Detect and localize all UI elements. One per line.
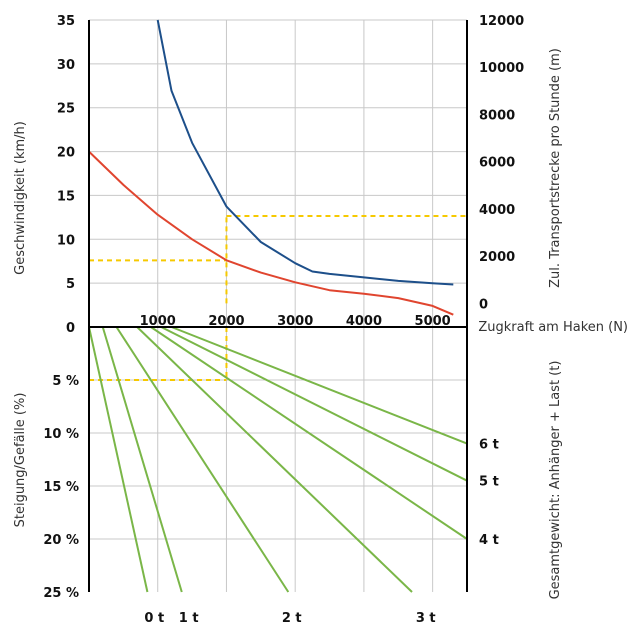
speed-series [88,150,454,316]
weight-label-bottom: 3 t [416,611,436,625]
x-tick-label-force: 5000 [415,314,451,329]
weight-line-3 [136,326,413,593]
y2-tick-label-distance: 12000 [479,14,524,29]
y2-tick-label-distance: 10000 [479,61,524,76]
y-tick-label-speed: 10 [57,233,75,248]
y-tick-label-slope: 25 % [43,586,79,601]
y-tick-label-speed: 30 [57,58,75,73]
x-tick-label-force: 3000 [277,314,313,329]
y2-tick-label-distance: 8000 [479,108,515,123]
y-tick-label-slope: 5 % [52,374,79,389]
weight-line-1 [101,326,183,593]
weight-label-right: 4 t [479,533,499,548]
weight-label-right: 5 t [479,475,499,490]
x-axis-title: Zugkraft am Haken (N) [478,320,628,335]
weight-label-bottom: 0 t [144,611,164,625]
x-tick-label-force: 1000 [140,314,176,329]
weight-label-bottom: 2 t [282,611,302,625]
transport-distance-series [156,19,454,286]
y2-axis-title-distance: Zul. Transportstrecke pro Stunde (m) [548,48,563,288]
y2-tick-label-distance: 2000 [479,250,515,265]
y-tick-label-speed: 25 [57,102,75,117]
y-axis-title-speed: Geschwindigkeit (km/h) [13,121,28,275]
weight-line-2 [115,326,290,593]
weight-line-0 [88,326,149,593]
y2-tick-label-distance: 0 [479,297,488,312]
x-tick-label-force: 2000 [208,314,244,329]
weight-line-4 [150,326,468,540]
y-tick-label-speed: 0 [66,321,75,336]
y2-tick-label-distance: 6000 [479,156,515,171]
y-tick-label-slope: 10 % [43,427,79,442]
y-tick-label-speed: 5 [66,277,75,292]
x-tick-label-force: 4000 [346,314,382,329]
y-tick-label-speed: 20 [57,146,75,161]
y-tick-label-slope: 20 % [43,533,79,548]
y-axis-title-slope: Steigung/Gefälle (%) [13,393,28,528]
weight-line-6 [171,326,468,445]
y-tick-label-speed: 15 [57,189,75,204]
weight-line-5 [160,326,468,482]
y-tick-label-slope: 15 % [43,480,79,495]
y-tick-label-speed: 35 [57,14,75,29]
y2-axis-title-weight: Gesamtgewicht: Anhänger + Last (t) [548,361,563,600]
weight-label-right: 6 t [479,438,499,453]
weight-label-bottom: 1 t [179,611,199,625]
y2-tick-label-distance: 4000 [479,203,515,218]
